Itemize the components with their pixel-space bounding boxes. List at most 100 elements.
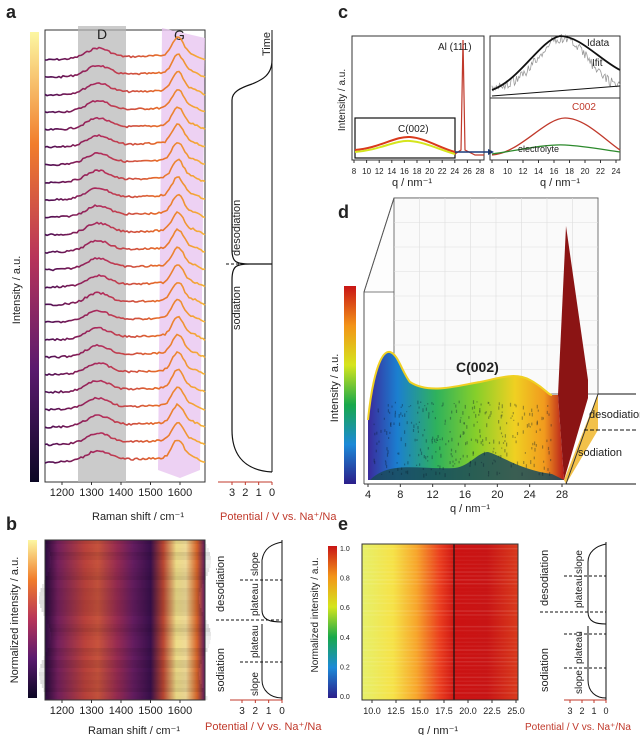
panel-c-xr-tick-label: 12 <box>519 167 528 176</box>
panel-c-xl-tick-label: 18 <box>413 167 422 176</box>
heatmap-row <box>40 604 201 608</box>
surface-speck <box>451 437 453 442</box>
raman-spectrum <box>44 123 206 149</box>
raman-spectrum <box>44 282 206 307</box>
panel-e-x-tick-label: 15.0 <box>411 706 429 716</box>
heatmap-row <box>50 640 211 644</box>
surface-speck <box>425 473 427 476</box>
heatmap-row <box>362 653 518 655</box>
panel-a-pot-tick-label: 1 <box>256 487 262 499</box>
surface-speck <box>531 422 533 426</box>
panel-d-x-tick-label: 16 <box>459 489 471 501</box>
heatmap-row <box>362 614 518 616</box>
surface-speck <box>525 464 527 468</box>
panel-b-pot-tick-label: 2 <box>253 706 259 717</box>
heatmap-row <box>362 692 518 694</box>
surface-speck <box>434 417 436 420</box>
surface-speck <box>404 443 407 447</box>
surface-speck <box>398 422 401 426</box>
surface-speck <box>473 423 475 427</box>
panel-e-x-tick-label: 20.0 <box>459 706 477 716</box>
panel-b-xlabel: Raman shift / cm⁻¹ <box>88 725 180 735</box>
surface-speck <box>478 413 480 416</box>
surface-speck <box>550 424 552 427</box>
surface-speck <box>451 410 453 414</box>
surface-speck <box>436 438 438 441</box>
surface-speck <box>535 430 537 433</box>
panel-d-al-peak-wall <box>558 226 588 480</box>
surface-speck <box>450 448 453 452</box>
surface-speck <box>390 423 392 427</box>
ifit-curve <box>491 35 621 91</box>
surface-speck <box>459 458 462 460</box>
panel-c-xticks-left: 8 10 12 14 16 18 20 22 24 26 28 <box>352 160 485 176</box>
panel-d-x-tick-label: 12 <box>427 489 439 501</box>
surface-speck <box>501 411 503 413</box>
panel-c-xl-tick-label: 12 <box>375 167 384 176</box>
surface-speck <box>385 461 387 466</box>
c002-fit-curve <box>491 117 621 156</box>
heatmap-row <box>50 564 211 568</box>
panel-b-slope-top: slope <box>250 552 261 576</box>
heatmap-row <box>362 618 518 620</box>
surface-speck <box>401 404 403 407</box>
heatmap-row <box>362 629 518 632</box>
surface-speck <box>404 430 406 434</box>
surface-speck <box>455 450 457 453</box>
surface-speck <box>546 439 548 443</box>
surface-speck <box>389 431 391 434</box>
panel-e-label: e <box>338 514 348 534</box>
heatmap-row <box>362 641 518 643</box>
surface-speck <box>490 411 492 415</box>
surface-speck <box>469 460 471 464</box>
panel-e-xlabel: q / nm⁻¹ <box>418 725 458 735</box>
surface-speck <box>482 439 484 443</box>
raman-spectrum <box>44 333 206 359</box>
surface-speck <box>444 419 446 423</box>
heatmap-row <box>39 668 200 672</box>
surface-speck <box>376 431 378 435</box>
surface-speck <box>436 439 439 441</box>
surface-speck <box>423 473 425 478</box>
surface-speck <box>495 452 497 454</box>
surface-speck <box>374 461 376 465</box>
surface-speck <box>387 404 389 407</box>
surface-speck <box>418 421 420 423</box>
panel-a-x-tick-label: 1400 <box>109 487 133 499</box>
surface-speck <box>397 452 399 455</box>
panel-a-potential-curve <box>231 40 273 473</box>
panel-c-label: c <box>338 2 348 22</box>
surface-speck <box>439 465 441 470</box>
panel-e-pot-tick-label: 3 <box>567 706 572 716</box>
heatmap-row <box>47 620 208 624</box>
surface-speck <box>437 435 439 438</box>
surface-speck <box>498 441 500 445</box>
c002-label-c: C(002) <box>398 124 429 135</box>
surface-speck <box>439 438 441 441</box>
surface-speck <box>377 408 379 412</box>
surface-speck <box>406 421 408 425</box>
surface-speck <box>430 468 432 471</box>
surface-speck <box>512 412 514 415</box>
panel-c-xr-tick-label: 10 <box>503 167 512 176</box>
surface-speck <box>515 404 517 408</box>
surface-speck <box>469 465 471 467</box>
surface-speck <box>432 436 434 440</box>
surface-speck <box>380 429 382 433</box>
surface-speck <box>413 424 415 428</box>
raman-spectrum <box>44 386 206 412</box>
raman-spectrum <box>44 70 206 97</box>
surface-speck <box>401 414 404 417</box>
surface-speck <box>514 403 516 406</box>
surface-speck <box>512 435 514 438</box>
surface-speck <box>388 437 390 439</box>
surface-speck <box>472 451 474 455</box>
surface-speck <box>396 462 398 464</box>
surface-speck <box>504 434 506 438</box>
panel-b-x-tick-label: 1500 <box>138 705 162 717</box>
surface-speck <box>388 471 390 473</box>
surface-speck <box>476 401 478 403</box>
raman-spectrum <box>44 315 206 342</box>
heatmap-row <box>45 652 206 656</box>
surface-speck <box>440 453 442 458</box>
